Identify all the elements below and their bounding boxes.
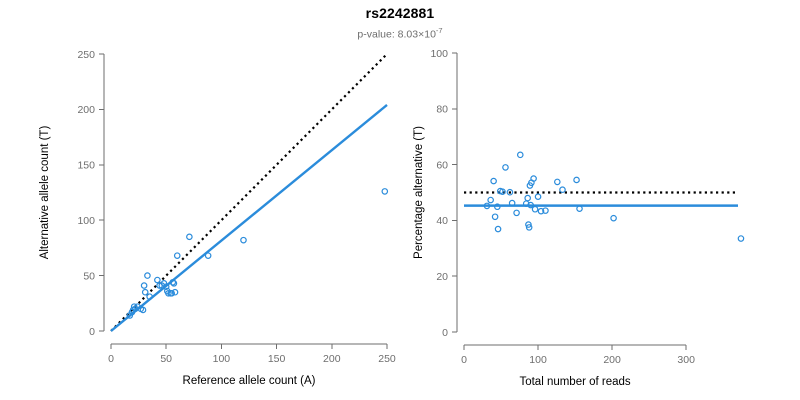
p-value-text: p-value: 8.03×10 — [357, 28, 436, 41]
p-value-exponent: -7 — [435, 26, 443, 35]
data-point — [144, 272, 151, 279]
data-points — [483, 151, 745, 242]
y-axis-tick-label: 40 — [436, 215, 448, 227]
data-point — [513, 209, 520, 217]
y-axis-tick-label: 150 — [77, 160, 95, 172]
data-point — [139, 306, 147, 314]
data-point — [502, 164, 509, 171]
data-point — [499, 188, 506, 195]
data-point — [169, 278, 177, 286]
regression-line — [110, 104, 388, 332]
x-axis-tick-label: 50 — [160, 353, 172, 365]
data-points — [126, 188, 389, 319]
y-axis: 0 50 100 150 200 250 — [77, 49, 105, 338]
data-point — [516, 151, 524, 159]
data-point — [573, 176, 580, 184]
y-axis-tick-label: 0 — [442, 327, 448, 339]
data-point — [168, 290, 176, 297]
data-point — [494, 203, 501, 211]
panel-percentage-alternative: 0 20 40 60 80 100 0 100 200 300 Total number of re… — [400, 0, 800, 400]
data-point — [531, 205, 539, 213]
data-point — [610, 214, 617, 222]
y-axis-label: Percentage alternative (T) — [413, 126, 425, 259]
data-point — [491, 213, 499, 221]
y-axis-tick-label: 60 — [436, 159, 448, 171]
data-point — [508, 199, 516, 207]
panel-allele-counts: 0 50 100 150 200 250 0 50 100 150 200 250 Reference … — [39, 49, 396, 387]
x-axis-tick-label: 150 — [268, 353, 286, 365]
data-point — [506, 188, 514, 196]
y-axis-tick-label: 20 — [436, 271, 448, 283]
allele-counts-plot: 0 50 100 150 200 250 0 50 100 150 200 250 Reference … — [39, 49, 396, 387]
data-point — [165, 290, 172, 297]
data-point — [487, 196, 494, 204]
data-point — [141, 288, 149, 296]
x-axis-tick-label: 250 — [378, 353, 396, 365]
data-point — [170, 280, 178, 287]
data-point — [186, 233, 193, 241]
page-title: rs2242881 — [365, 5, 435, 21]
data-point — [381, 188, 389, 195]
data-point — [494, 225, 502, 233]
data-point — [146, 293, 153, 300]
data-point — [554, 178, 561, 186]
identity-line — [110, 53, 388, 332]
p-value-subtitle: p-value: 8.03×10-7 — [0, 26, 800, 41]
y-axis-tick-label: 100 — [77, 215, 95, 227]
data-point — [154, 276, 161, 284]
data-point — [525, 221, 532, 228]
data-point — [559, 186, 566, 194]
data-point — [140, 282, 148, 289]
x-axis-label: Reference allele count (A) — [183, 375, 316, 387]
y-axis-tick-label: 100 — [430, 48, 448, 60]
data-point — [204, 252, 212, 259]
x-axis-tick-label: 100 — [529, 354, 547, 366]
y-axis-tick-label: 80 — [436, 104, 448, 116]
data-point — [527, 201, 534, 209]
x-axis-tick-label: 300 — [677, 354, 695, 366]
x-axis-label: Total number of reads — [519, 376, 630, 388]
y-axis-tick-label: 200 — [77, 104, 95, 116]
data-point — [737, 235, 745, 242]
x-axis-tick-label: 200 — [603, 354, 621, 366]
x-axis-tick-label: 0 — [461, 354, 467, 366]
y-axis-tick-label: 50 — [83, 270, 95, 282]
y-axis-tick-label: 250 — [77, 49, 95, 61]
x-axis: 0 100 200 300 — [461, 344, 695, 366]
data-point — [162, 283, 170, 290]
data-point — [490, 177, 497, 185]
x-axis-tick-label: 200 — [323, 353, 341, 365]
data-point — [524, 194, 531, 202]
data-point — [240, 236, 247, 244]
data-point — [525, 224, 533, 231]
y-axis-label: Alternative allele count (T) — [39, 126, 51, 260]
data-point — [534, 193, 542, 200]
data-point — [576, 205, 583, 212]
y-axis: 0 20 40 60 80 100 — [430, 48, 458, 339]
x-axis: 0 50 100 150 200 250 — [108, 343, 396, 365]
y-axis-tick-label: 0 — [89, 326, 95, 338]
x-axis-tick-label: 100 — [213, 353, 231, 365]
data-point — [171, 288, 179, 296]
percentage-alternative-plot: 0 20 40 60 80 100 0 100 200 300 Total number of re… — [413, 48, 745, 388]
data-point — [483, 202, 491, 210]
data-point — [537, 207, 545, 215]
data-point — [530, 175, 537, 182]
data-point — [173, 252, 181, 259]
x-axis-tick-label: 0 — [108, 353, 114, 365]
data-point — [542, 207, 549, 214]
